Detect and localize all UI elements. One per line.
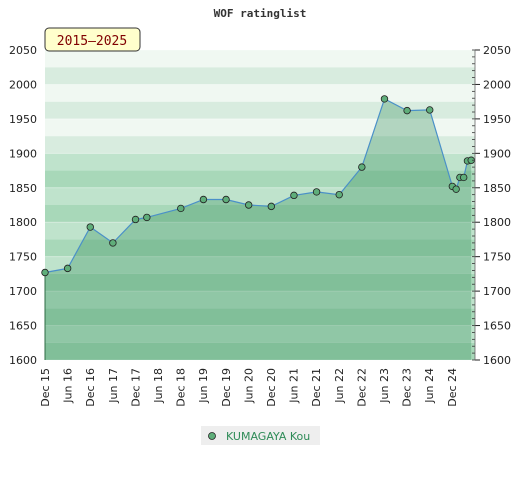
x-tick-label: Dec 20 [265, 368, 278, 407]
x-tick-label: Dec 17 [129, 368, 142, 407]
data-point [335, 190, 343, 199]
data-point [452, 185, 460, 193]
x-tick-label: Dec 21 [310, 368, 323, 407]
series-area [45, 98, 472, 361]
plot-bands [45, 50, 475, 360]
plot-band [45, 50, 475, 68]
plot-band [45, 170, 475, 188]
y-tick-left: 1750 [9, 251, 37, 264]
data-point [380, 95, 389, 103]
plot-band [45, 342, 475, 360]
y-tick-left: 1950 [9, 113, 37, 126]
x-tick-label: Jun 20 [242, 368, 255, 404]
chart-title: WOF ratinglist [214, 7, 307, 20]
y-axis-right: 1600 1650 1700 1750 1800 1850 1900 1950 2000 2050 [475, 44, 511, 367]
plot-band [45, 239, 475, 257]
x-tick-label: Jun 18 [152, 368, 165, 404]
x-axis: Dec 15 Jun 16 Dec 16 Jun 17 Dec 17 Jun 18 Dec … [39, 368, 459, 407]
y-tick-right: 1900 [483, 147, 511, 160]
y-tick-left: 1600 [9, 354, 37, 367]
plot-band [45, 256, 475, 274]
plot-band [45, 67, 475, 85]
y-tick-right: 1650 [483, 320, 511, 333]
data-point [244, 201, 253, 209]
x-tick-label: Dec 19 [220, 368, 233, 407]
y-tick-left: 2050 [9, 44, 37, 57]
y-tick-right: 2050 [483, 44, 511, 57]
x-tick-label: Dec 15 [39, 368, 52, 407]
x-tick-label: Dec 18 [175, 368, 188, 407]
data-points [41, 95, 475, 360]
legend: KUMAGAYA Kou [201, 426, 320, 445]
data-point [222, 195, 230, 204]
data-point [426, 106, 434, 114]
x-tick-label: Jun 19 [197, 368, 210, 404]
data-point [267, 202, 276, 211]
x-tick-label: Jun 24 [423, 368, 436, 404]
data-point [41, 268, 49, 277]
y-tick-right: 1600 [483, 354, 511, 367]
y-tick-right: 2000 [483, 78, 511, 91]
x-tick-label: Dec 24 [446, 368, 459, 407]
data-point [312, 188, 321, 196]
data-point [63, 264, 72, 273]
y-axis-left: 1600 1650 1700 1750 1800 1850 1900 1950 2000 2050 [9, 44, 37, 367]
plot-band [45, 101, 475, 119]
y-tick-left: 1850 [9, 182, 37, 195]
y-tick-right: 1950 [483, 113, 511, 126]
plot-band [45, 308, 475, 326]
x-tick-label: Jun 17 [107, 368, 120, 404]
data-point [177, 204, 185, 213]
legend-marker [208, 432, 216, 440]
plot-band [45, 273, 475, 292]
period-badge: 2015–2025 [44, 27, 141, 52]
x-tick-label: Jun 21 [288, 368, 301, 404]
x-tick-label: Dec 22 [355, 368, 368, 407]
data-point [199, 195, 208, 204]
x-tick-label: Jun 16 [62, 368, 75, 404]
y-tick-left: 1800 [9, 216, 37, 229]
legend-label: KUMAGAYA Kou [226, 430, 310, 443]
plot-band [45, 222, 475, 240]
y-tick-left: 1650 [9, 320, 37, 333]
y-tick-right: 1800 [483, 216, 511, 229]
data-point [403, 106, 411, 115]
plot-band [45, 205, 475, 223]
plot-band [45, 153, 475, 171]
y-tick-right: 1750 [483, 251, 511, 264]
data-point [86, 223, 94, 231]
y-tick-left: 1900 [9, 147, 37, 160]
y-tick-right: 1850 [483, 182, 511, 195]
data-point [109, 239, 117, 247]
data-point [459, 173, 468, 182]
plot-band [45, 84, 475, 102]
x-tick-label: Dec 16 [84, 368, 97, 407]
x-tick-label: Jun 22 [333, 368, 346, 404]
data-point [131, 215, 140, 224]
x-tick-label: Dec 23 [401, 368, 414, 407]
data-point [358, 163, 366, 171]
y-tick-left: 1700 [9, 285, 37, 298]
plot-band [45, 187, 475, 205]
data-point [290, 191, 298, 200]
plot-band [45, 118, 475, 137]
y-tick-left: 2000 [9, 78, 37, 91]
plot-band [45, 325, 475, 343]
plot-band [45, 291, 475, 309]
x-tick-label: Jun 23 [378, 368, 391, 404]
y-axis-right-minor [472, 49, 476, 361]
data-point [143, 213, 151, 222]
y-tick-right: 1700 [483, 285, 511, 298]
period-badge-text: 2015–2025 [57, 34, 127, 49]
